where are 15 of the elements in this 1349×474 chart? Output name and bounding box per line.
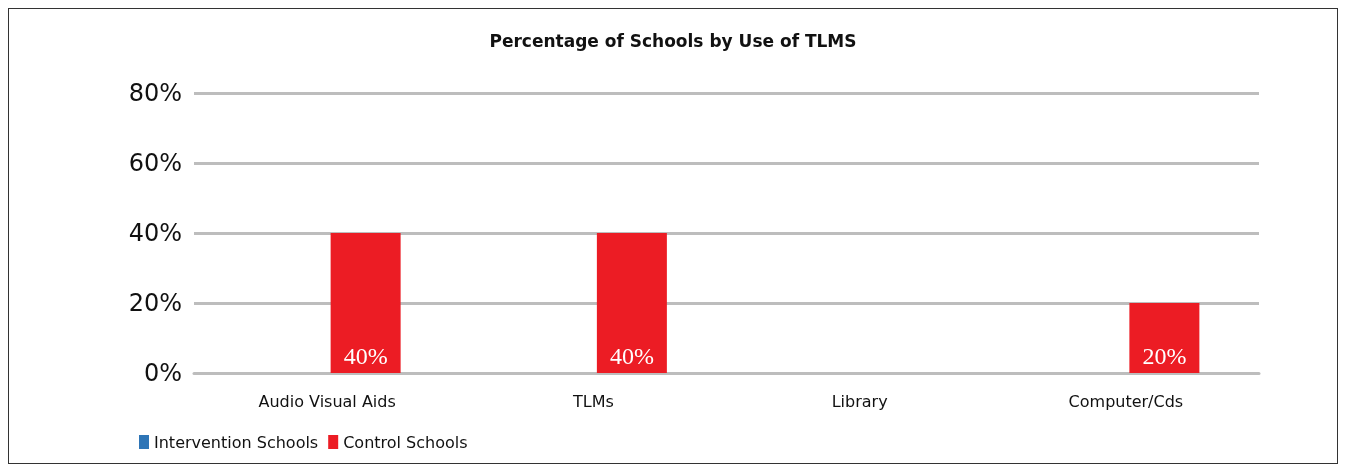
y-tick-label: 40% [128, 219, 182, 247]
legend-label: Intervention Schools [154, 432, 319, 452]
data-label: 20% [1142, 343, 1187, 369]
y-tick-label: 60% [128, 149, 182, 177]
data-label: 40% [343, 343, 388, 369]
x-tick-label: Audio Visual Aids [258, 391, 396, 411]
x-tick-label: Computer/Cds [1068, 391, 1184, 411]
y-tick-label: 80% [128, 79, 182, 107]
y-tick-label: 20% [128, 289, 182, 317]
x-tick-label: TLMs [571, 391, 614, 411]
x-tick-label: Library [831, 391, 888, 411]
y-tick-label: 0% [143, 359, 182, 387]
legend-label: Control Schools [343, 432, 468, 452]
data-label: 40% [609, 343, 654, 369]
chart-title: Percentage of Schools by Use of TLMS [489, 30, 857, 51]
